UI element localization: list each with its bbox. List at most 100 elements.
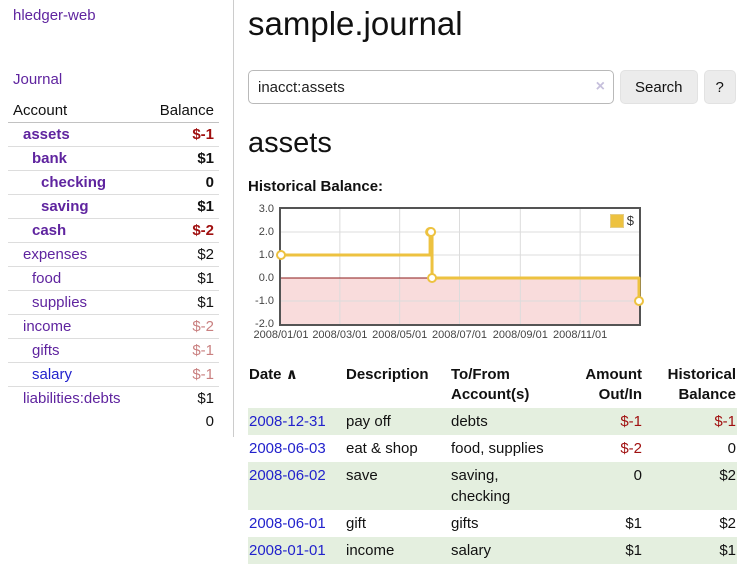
account-link-salary[interactable]: salary [32,366,73,383]
accounts-header-balance: Balance [144,99,219,123]
account-balance: $-1 [192,126,214,143]
account-row: income $-2 [8,314,219,339]
account-row: supplies $1 [8,290,219,315]
y-tick-label: -2.0 [255,318,274,330]
description-cell: pay off [346,412,391,430]
date-cell: 2008-12-31 [248,408,345,435]
accounts-total-value: 0 [205,413,214,430]
main-content: sample.journal × Search ? assets Histori… [248,0,737,564]
account-balance: $-2 [144,218,219,243]
account-row: salary $-1 [8,362,219,387]
account-heading: assets [248,127,332,159]
account-link-assets[interactable]: assets [23,126,70,143]
account-balance: $1 [144,194,219,219]
account-link-expenses[interactable]: expenses [23,246,88,263]
account-link-cash[interactable]: cash [32,222,67,239]
chart-xlabels: 2008/01/01 2008/03/01 2008/05/01 2008/07/01… [253,329,639,343]
balance-cell: $1 [719,541,736,559]
balance-cell: $-1 [714,412,736,430]
historical-balance-chart: 3.0 2.0 1.0 0.0 -1.0 -2.0 $ 2008/01/01 2008/03… [248,203,737,345]
account-row: cash $-2 [8,218,219,243]
transaction-date-link[interactable]: 2008-06-03 [249,439,326,457]
app-brand-link[interactable]: hledger-web [13,7,96,24]
account-balance: $1 [144,146,219,171]
account-balance: $-2 [144,314,219,339]
accounts-cell: saving, checking [451,466,511,505]
y-tick-label: 1.0 [258,249,274,261]
description-cell: gift [346,514,367,532]
y-tick-label: 2.0 [258,226,274,238]
account-row: saving $1 [8,194,219,219]
balance-cell: $2 [719,466,736,484]
amount-cell: $1 [625,541,642,559]
accounts-cell: salary [451,541,492,559]
account-row: expenses $2 [8,242,219,267]
transaction-date-link[interactable]: 2008-01-01 [249,541,326,559]
account-balance: $2 [144,242,219,267]
register-header-description: Description [346,366,429,383]
series-swatch-icon [609,213,624,228]
accounts-cell: food, supplies [451,439,544,457]
x-tick-label: 2008/01/01 [253,329,309,341]
description-cell: save [346,466,378,484]
accounts-cell: debts [451,412,488,430]
account-link-saving[interactable]: saving [41,198,89,215]
balance-cell: 0 [727,439,736,457]
date-cell: 2008-06-02 [248,462,345,510]
register-table: Date ∧ Description To/From Account(s) Am… [248,363,737,564]
transaction-date-link[interactable]: 2008-12-31 [249,412,326,430]
account-row: checking 0 [8,170,219,195]
transaction-date-link[interactable]: 2008-06-01 [249,514,326,532]
accounts-header-row: Account Balance [8,99,219,123]
account-link-liabilities-debts[interactable]: liabilities:debts [23,390,121,407]
chart-plot: $ [276,207,644,326]
x-tick-label: 2008/07/01 [431,329,488,341]
account-link-checking[interactable]: checking [41,174,107,191]
register-header-accounts: To/From Account(s) [451,366,530,404]
register-row: 2008-06-01 gift gifts $1 $2 [248,510,737,537]
chart-svg [276,209,644,324]
date-cell: 2008-01-01 [248,537,345,564]
account-balance: $-1 [144,362,219,387]
page-title: sample.journal [248,5,463,42]
account-balance: 0 [144,170,219,195]
help-button[interactable]: ? [703,70,736,104]
accounts-table: Account Balance assets $-1 bank $1 checking 0… [8,99,219,433]
account-balance: $1 [144,386,219,410]
search-form: × Search ? [248,70,737,104]
account-balance: $1 [144,290,219,315]
transaction-date-link[interactable]: 2008-06-02 [249,466,326,484]
chart-ylabels: 3.0 2.0 1.0 0.0 -1.0 -2.0 [248,203,274,330]
account-link-bank[interactable]: bank [32,150,68,167]
amount-cell: 0 [633,466,642,484]
amount-cell: $1 [625,514,642,532]
amount-cell: $-2 [620,439,642,457]
search-button[interactable]: Search [620,70,698,104]
register-row: 2008-06-03 eat & shop food, supplies $-2 0 [248,435,737,462]
chart-legend: $ [609,213,634,228]
search-input[interactable] [248,70,614,104]
description-cell: eat & shop [346,439,418,457]
x-tick-label: 2008/03/01 [312,329,368,341]
register-header-balance: Historical Balance [667,366,736,404]
balance-cell: $2 [719,514,736,532]
register-row: 2008-01-01 income salary $1 $1 [248,536,737,564]
account-link-gifts[interactable]: gifts [32,342,60,359]
register-header-date[interactable]: Date ∧ [249,366,298,383]
account-row: bank $1 [8,146,219,171]
sidebar-item-journal[interactable]: Journal [13,71,63,88]
account-link-food[interactable]: food [32,270,62,287]
amount-cell: $-1 [620,412,642,430]
register-rows: 2008-12-31 pay off debts $-1 $-1 2008-06-03 ea… [248,407,737,564]
account-balance: $1 [144,266,219,291]
date-cell: 2008-06-03 [248,435,345,462]
account-row: assets $-1 [8,123,219,147]
clear-search-icon[interactable]: × [595,78,605,95]
account-row: food $1 [8,266,219,291]
register-header-amount: Amount Out/In [585,366,642,404]
account-link-supplies[interactable]: supplies [32,294,88,311]
account-link-income[interactable]: income [23,318,72,335]
account-row: gifts $-1 [8,338,219,363]
sort-asc-icon: ∧ [285,366,298,383]
